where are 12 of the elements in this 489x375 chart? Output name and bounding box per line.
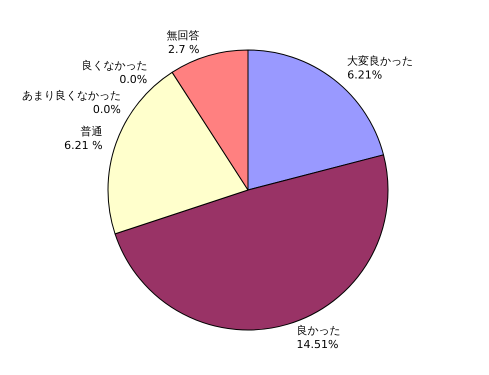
text: 0.0%	[119, 72, 148, 86]
slice-label: 普通	[80, 125, 103, 138]
data-label: 6.21 %	[64, 139, 103, 152]
data-label: 2.7 %	[168, 42, 200, 56]
slice-label: 良かった	[296, 324, 340, 338]
text: 0.0%	[92, 102, 121, 116]
slice-label: 大変良かった	[347, 54, 414, 68]
data-label: 6.21%	[347, 68, 382, 82]
slice-label: 無回答	[166, 28, 200, 42]
category-label: あまり良くなかった	[22, 88, 121, 102]
data-label: 14.51%	[296, 338, 338, 352]
category-label: 良くなかった	[81, 58, 148, 72]
